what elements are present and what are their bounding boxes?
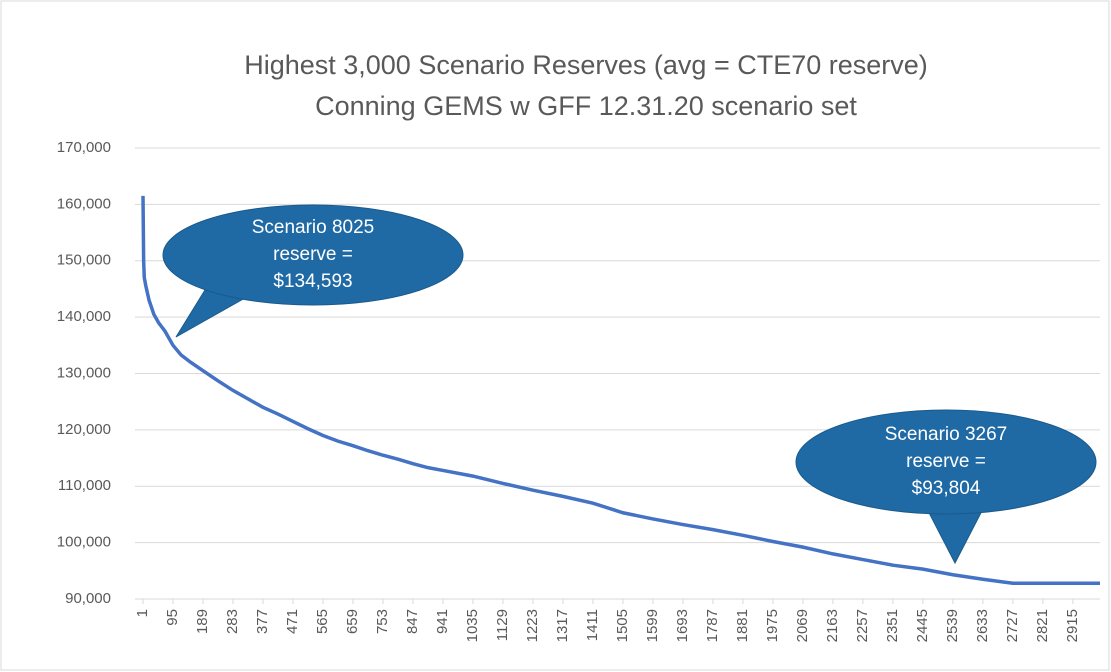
x-tick-label: 95 bbox=[164, 609, 181, 626]
callout-text: Scenario 3267 bbox=[885, 424, 1008, 445]
callout-text: Scenario 8025 bbox=[252, 217, 375, 238]
y-tick-label: 160,000 bbox=[57, 195, 111, 212]
callout-bubble bbox=[795, 409, 1097, 515]
x-tick-label: 377 bbox=[254, 609, 271, 634]
callout-text: $134,593 bbox=[273, 271, 352, 292]
x-tick-label: 2163 bbox=[824, 609, 841, 642]
x-tick-label: 1129 bbox=[494, 609, 511, 641]
x-tick-label: 2727 bbox=[1004, 609, 1021, 642]
x-tick-label: 283 bbox=[224, 609, 241, 634]
chart-subtitle: Conning GEMS w GFF 12.31.20 scenario set bbox=[315, 91, 857, 121]
x-tick-label: 2351 bbox=[884, 609, 901, 642]
x-tick-label: 753 bbox=[374, 609, 391, 634]
x-tick-label: 1505 bbox=[614, 609, 631, 642]
x-tick-label: 2539 bbox=[944, 609, 961, 642]
y-tick-label: 120,000 bbox=[57, 421, 111, 438]
callout-bubble bbox=[162, 204, 464, 306]
x-tick-label: 659 bbox=[344, 609, 361, 634]
x-tick-label: 1411 bbox=[584, 609, 601, 641]
chart-title: Highest 3,000 Scenario Reserves (avg = C… bbox=[244, 50, 928, 80]
y-tick-label: 110,000 bbox=[58, 477, 111, 494]
y-tick-label: 90,000 bbox=[65, 590, 111, 607]
x-tick-label: 1693 bbox=[674, 609, 691, 642]
y-tick-label: 150,000 bbox=[57, 252, 111, 269]
y-tick-label: 140,000 bbox=[57, 308, 111, 325]
x-tick-label: 2633 bbox=[974, 609, 991, 642]
x-tick-label: 941 bbox=[434, 609, 451, 634]
x-tick-label: 471 bbox=[284, 609, 301, 634]
x-tick-label: 2445 bbox=[914, 609, 931, 642]
x-tick-label: 1223 bbox=[524, 609, 541, 642]
callout-text: reserve = bbox=[273, 244, 353, 265]
x-tick-label: 1 bbox=[134, 609, 151, 617]
data-line bbox=[141, 195, 1100, 585]
x-tick-label: 1035 bbox=[464, 609, 481, 642]
x-tick-label: 1787 bbox=[704, 609, 721, 642]
x-tick-label: 1975 bbox=[764, 609, 781, 642]
x-tick-label: 1599 bbox=[644, 609, 661, 642]
x-tick-label: 565 bbox=[314, 609, 331, 634]
x-tick-label: 189 bbox=[194, 609, 211, 634]
y-tick-label: 130,000 bbox=[57, 364, 111, 381]
x-tick-label: 1317 bbox=[554, 609, 571, 642]
x-tick-label: 2069 bbox=[794, 609, 811, 642]
x-tick-label: 2257 bbox=[854, 609, 871, 642]
y-tick-label: 100,000 bbox=[57, 534, 111, 551]
x-tick-label: 847 bbox=[404, 609, 421, 634]
x-tick-label: 2915 bbox=[1064, 609, 1081, 642]
callout-text: $93,804 bbox=[912, 478, 981, 499]
callout-text: reserve = bbox=[906, 451, 986, 472]
y-tick-label: 170,000 bbox=[57, 139, 111, 156]
x-tick-label: 1881 bbox=[734, 609, 751, 642]
x-tick-label: 2821 bbox=[1034, 609, 1051, 642]
